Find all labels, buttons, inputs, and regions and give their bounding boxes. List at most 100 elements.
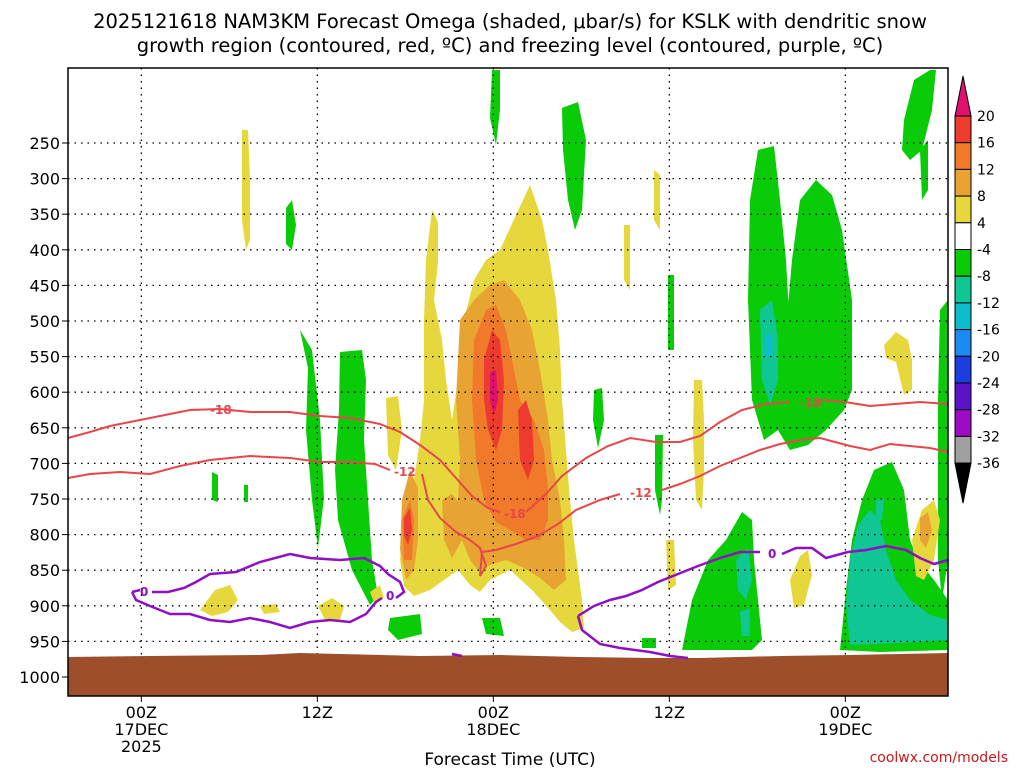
x-tick-label: 2025 — [121, 737, 162, 756]
omega-descent-region — [776, 180, 852, 450]
colorbar-label: 16 — [977, 136, 995, 152]
omega-descent-region — [902, 70, 936, 160]
x-tick-label: 18DEC — [466, 720, 520, 739]
chart-title-line1: 2025121618 NAM3KM Forecast Omega (shaded… — [93, 10, 927, 33]
dgz-contour-minus-18 — [67, 399, 949, 513]
omega-descent-region — [593, 388, 604, 448]
colorbar-label: -32 — [977, 429, 1000, 445]
colorbar-segment — [954, 142, 972, 170]
x-tick-label: 00Z — [126, 703, 157, 722]
chart-title-line2: growth region (contoured, red, ºC) and f… — [137, 34, 884, 57]
omega-descent-region — [668, 275, 674, 350]
omega-descent-region — [335, 350, 378, 605]
omega-strong-descent-region — [766, 334, 772, 356]
omega-ascent-region — [200, 585, 238, 616]
dgz-contour-label: -18 — [504, 507, 526, 521]
omega-ascent-region — [318, 598, 344, 622]
colorbar-segment — [954, 168, 972, 197]
x-tick-label: 00Z — [478, 703, 509, 722]
y-tick-label: 300 — [29, 170, 60, 189]
omega-descent-region — [286, 200, 296, 250]
colorbar-segment — [954, 249, 972, 277]
plot-area: -18 -18 -18 -12 -12 0 0 0 — [67, 67, 949, 697]
freezing-level-label: 0 — [140, 585, 148, 599]
omega-descent-region — [300, 330, 324, 548]
dgz-contour-label: -12 — [630, 486, 652, 500]
colorbar-segment — [954, 409, 972, 437]
y-tick-label: 850 — [29, 561, 60, 580]
colorbar-segment — [954, 355, 972, 384]
omega-ascent-region — [386, 396, 402, 470]
omega-descent-region — [388, 614, 422, 640]
colorbar-segment — [954, 329, 972, 357]
colorbar-label: -20 — [977, 349, 1000, 365]
omega-ascent-region — [260, 604, 280, 614]
y-tick-label: 250 — [29, 134, 60, 153]
freezing-level-label: 0 — [386, 589, 394, 603]
colorbar-segment — [954, 195, 972, 224]
omega-ascent-region — [884, 332, 912, 395]
y-tick-label: 400 — [29, 241, 60, 260]
omega-strong-descent-region — [736, 548, 752, 600]
omega-ascent-region — [790, 550, 812, 608]
terrain-mask — [68, 653, 948, 696]
omega-descent-region — [244, 485, 248, 502]
dgz-contour-label: -18 — [800, 396, 822, 410]
x-axis-label: Forecast Time (UTC) — [424, 750, 595, 768]
x-tick-label: 12Z — [302, 703, 333, 722]
omega-descent-region — [490, 70, 500, 145]
y-tick-label: 900 — [29, 597, 60, 616]
colorbar-label: -36 — [977, 456, 1000, 472]
y-tick-label: 750 — [29, 490, 60, 509]
y-axis: 250 300 350 400 450 500 550 600 650 700 750 800 850 9… — [19, 134, 68, 687]
y-tick-label: 600 — [29, 383, 60, 402]
omega-strong-descent-region — [740, 608, 750, 636]
y-tick-label: 700 — [29, 454, 60, 473]
x-tick-label: 17DEC — [114, 720, 168, 739]
omega-descent-region — [212, 472, 218, 502]
omega-strong-descent-region — [876, 498, 884, 520]
colorbar-label: -28 — [977, 403, 1000, 419]
omega-descent-region — [920, 140, 928, 200]
colorbar-label: -24 — [977, 376, 1000, 392]
omega-descent-region — [562, 102, 586, 230]
colorbar-segment — [954, 222, 972, 251]
colorbar-segment — [954, 382, 972, 411]
colorbar-label: 20 — [977, 109, 995, 125]
omega-descent-region — [642, 638, 656, 648]
x-tick-label: 00Z — [830, 703, 861, 722]
y-tick-label: 800 — [29, 526, 60, 545]
colorbar-label: 8 — [977, 189, 986, 205]
colorbar-segment — [954, 275, 972, 304]
dgz-contour-label: -12 — [394, 465, 416, 479]
colorbar-label: 4 — [977, 216, 986, 232]
omega-moderate-ascent-region — [920, 512, 932, 548]
colorbar-label: -8 — [977, 269, 991, 285]
omega-ascent-region — [654, 170, 660, 230]
freezing-level-label: 0 — [768, 547, 776, 561]
omega-very-strong-ascent-region — [518, 400, 534, 480]
colorbar-label: 12 — [977, 162, 995, 178]
colorbar-segment — [954, 115, 972, 144]
omega-ascent-region — [624, 225, 630, 290]
dgz-contour-minus-12 — [67, 436, 949, 577]
omega-extreme-ascent-region — [490, 370, 498, 415]
omega-strong-descent-region — [846, 510, 948, 645]
y-tick-label: 450 — [29, 276, 60, 295]
colorbar-segment — [954, 435, 972, 464]
omega-ascent-region — [242, 130, 250, 250]
colorbar-label: -16 — [977, 323, 1000, 339]
omega-descent-region — [655, 435, 663, 515]
y-tick-label: 500 — [29, 312, 60, 331]
colorbar-label: -4 — [977, 243, 991, 259]
omega-shading — [200, 70, 948, 652]
plot-frame — [67, 67, 949, 697]
grid-lines — [68, 68, 948, 696]
omega-moderate-ascent-region — [442, 494, 462, 558]
colorbar: 20 16 12 8 4 -4 -8 -12 -16 -20 -24 -28 -32 -36 — [954, 75, 1000, 504]
y-tick-label: 1000 — [19, 668, 60, 687]
y-tick-label: 550 — [29, 348, 60, 367]
colorbar-label: -12 — [977, 296, 1000, 312]
